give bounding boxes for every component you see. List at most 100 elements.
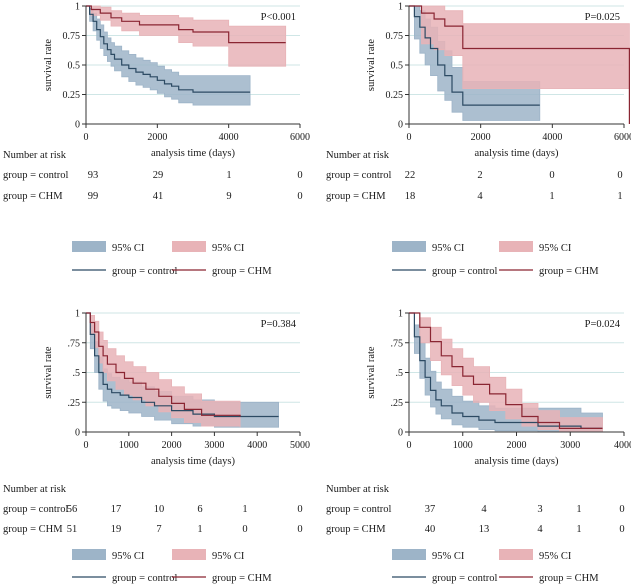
- risk-count: 4: [481, 504, 487, 515]
- x-tick-label: 6000: [614, 132, 631, 143]
- y-tick-label: 0.5: [68, 61, 81, 72]
- survival-line-control: [86, 5, 251, 93]
- y-tick-label: .75: [391, 338, 404, 349]
- y-axis-title: survival rate: [366, 39, 377, 92]
- x-tick-label: 4000: [614, 440, 631, 451]
- km-panel-1: 0 0.25 0.5 0.75 1 0 2000 4000 6000 survival rate a…: [3, 2, 310, 278]
- legend-label: group = CHM: [539, 573, 599, 584]
- legend-ci-swatch: [72, 241, 106, 252]
- x-tick-label: 5000: [290, 440, 310, 451]
- risk-row-label: group = control: [3, 504, 68, 515]
- risk-count: 0: [297, 504, 302, 515]
- risk-count: 1: [576, 524, 581, 535]
- risk-count: 22: [405, 170, 416, 181]
- risk-row-label: group = CHM: [3, 524, 63, 535]
- risk-table-title: Number at risk: [326, 484, 390, 495]
- risk-count: 0: [297, 191, 302, 202]
- legend-label: group = CHM: [212, 266, 272, 277]
- risk-count: 51: [67, 524, 78, 535]
- x-tick-label: 0: [84, 132, 89, 143]
- p-value: P<0.001: [261, 12, 296, 23]
- risk-row-label: group = CHM: [326, 191, 386, 202]
- risk-count: 1: [242, 504, 247, 515]
- legend-label: 95% CI: [539, 551, 572, 562]
- legend-label: group = CHM: [539, 266, 599, 277]
- risk-count: 4: [477, 191, 483, 202]
- risk-count: 10: [154, 504, 165, 515]
- x-tick-label: 3000: [204, 440, 224, 451]
- legend-label: 95% CI: [112, 243, 145, 254]
- legend-label: 95% CI: [112, 551, 145, 562]
- x-tick-label: 2000: [147, 132, 167, 143]
- risk-count: 0: [619, 524, 624, 535]
- risk-count: 1: [197, 524, 202, 535]
- risk-count: 56: [67, 504, 78, 515]
- risk-count: 29: [153, 170, 164, 181]
- legend-ci-swatch: [172, 549, 206, 560]
- risk-count: 4: [537, 524, 543, 535]
- y-axis-title: survival rate: [43, 346, 54, 399]
- legend-ci-swatch: [499, 241, 533, 252]
- risk-row-label: group = control: [326, 170, 391, 181]
- y-axis-title: survival rate: [366, 346, 377, 399]
- legend-label: 95% CI: [432, 243, 465, 254]
- km-panel-4: 0 .25 .5 .75 1 0 1000 2000 3000 4000 survival rate…: [326, 309, 631, 585]
- risk-count: 6: [197, 504, 202, 515]
- y-tick-label: 0: [398, 428, 403, 439]
- legend-label: group = control: [432, 573, 497, 584]
- y-tick-label: 0.75: [386, 31, 404, 42]
- risk-count: 0: [619, 504, 624, 515]
- risk-count: 40: [425, 524, 436, 535]
- ci-band-chm: [409, 312, 603, 433]
- x-axis-title: analysis time (days): [475, 456, 559, 467]
- risk-count: 1: [226, 170, 231, 181]
- x-tick-label: 3000: [560, 440, 580, 451]
- ci-band-chm: [409, 5, 630, 89]
- risk-count: 7: [156, 524, 161, 535]
- legend-label: 95% CI: [212, 243, 245, 254]
- x-tick-label: 2000: [507, 440, 527, 451]
- y-tick-label: .5: [396, 368, 404, 379]
- x-tick-label: 0: [84, 440, 89, 451]
- x-tick-label: 4000: [247, 440, 267, 451]
- y-tick-label: .75: [68, 338, 81, 349]
- risk-row-label: group = CHM: [326, 524, 386, 535]
- survival-line-chm: [409, 5, 630, 124]
- legend-label: group = control: [432, 266, 497, 277]
- risk-count: 0: [549, 170, 554, 181]
- y-axis-title: survival rate: [43, 39, 54, 92]
- y-tick-label: .25: [391, 398, 404, 409]
- y-tick-label: 1: [398, 2, 403, 13]
- y-tick-label: 0: [75, 120, 80, 131]
- x-tick-label: 6000: [290, 132, 310, 143]
- ci-band-control: [86, 5, 251, 106]
- legend-label: group = control: [112, 573, 177, 584]
- y-tick-label: 1: [75, 309, 80, 320]
- y-tick-label: 1: [398, 309, 403, 320]
- x-axis-title: analysis time (days): [151, 456, 235, 467]
- legend-ci-swatch: [392, 549, 426, 560]
- survival-line-chm: [86, 312, 241, 417]
- x-axis-title: analysis time (days): [151, 148, 235, 159]
- x-axis-title: analysis time (days): [475, 148, 559, 159]
- risk-count: 3: [537, 504, 542, 515]
- x-tick-label: 4000: [542, 132, 562, 143]
- risk-table-title: Number at risk: [3, 484, 67, 495]
- x-tick-label: 1000: [119, 440, 139, 451]
- p-value: P=0.384: [261, 319, 297, 330]
- risk-count: 37: [425, 504, 436, 515]
- risk-table-title: Number at risk: [3, 150, 67, 161]
- risk-count: 93: [88, 170, 99, 181]
- risk-count: 99: [88, 191, 99, 202]
- risk-table-title: Number at risk: [326, 150, 390, 161]
- risk-count: 0: [297, 524, 302, 535]
- risk-count: 1: [576, 504, 581, 515]
- x-tick-label: 0: [407, 132, 412, 143]
- y-tick-label: .5: [73, 368, 81, 379]
- km-panel-2: 0 0.25 0.5 0.75 1 0 2000 4000 6000 survival rate a…: [326, 2, 631, 278]
- x-tick-label: 1000: [453, 440, 473, 451]
- y-tick-label: 0: [75, 428, 80, 439]
- legend-ci-swatch: [172, 241, 206, 252]
